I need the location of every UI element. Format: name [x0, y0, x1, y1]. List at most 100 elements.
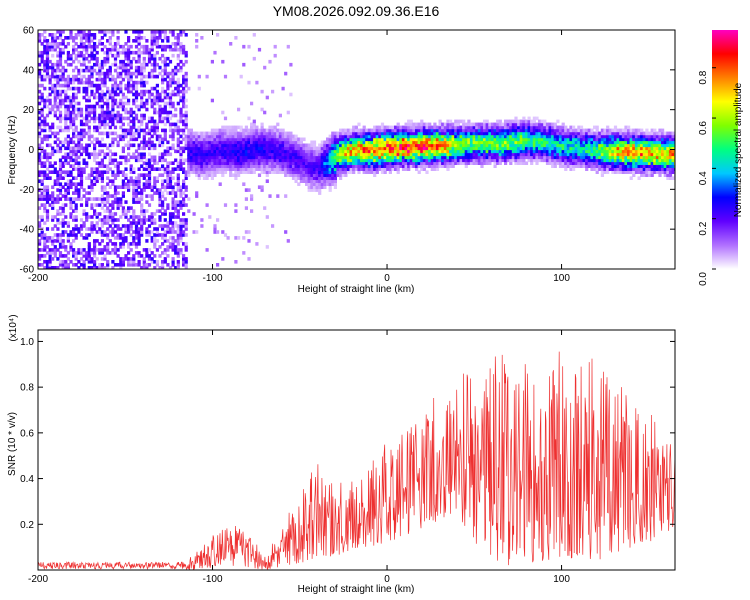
heatmap-cell	[247, 170, 251, 174]
heatmap-cell	[179, 236, 183, 240]
heatmap-cell	[344, 170, 348, 174]
heatmap-cell	[103, 155, 107, 160]
heatmap-cell	[127, 83, 131, 88]
heatmap-cell	[66, 179, 70, 183]
heatmap-cell	[260, 155, 264, 160]
heatmap-cell	[176, 176, 180, 180]
heatmap-cell	[137, 71, 141, 76]
heatmap-cell	[548, 140, 552, 145]
heatmap-cell	[394, 134, 398, 139]
heatmap-cell	[307, 185, 311, 189]
heatmap-cell	[302, 167, 306, 171]
heatmap-cell	[158, 215, 162, 219]
heatmap-cell	[312, 158, 317, 163]
heatmap-cell	[119, 263, 123, 267]
heatmap-cell	[179, 200, 183, 204]
heatmap-cell	[100, 59, 104, 64]
heatmap-cell	[490, 152, 495, 157]
heatmap-cell	[490, 140, 495, 145]
heatmap-cell	[182, 179, 186, 183]
heatmap-cell	[98, 218, 102, 222]
heatmap-cell	[113, 218, 118, 222]
heatmap-cell	[299, 173, 303, 177]
heatmap-cell	[284, 170, 288, 174]
heatmap-cell	[111, 62, 115, 67]
heatmap-cell	[299, 158, 303, 163]
heatmap-cell	[121, 245, 125, 249]
heatmap-cell	[43, 101, 47, 106]
heatmap-cell	[72, 233, 76, 237]
heatmap-cell	[163, 89, 167, 94]
heatmap-cell	[488, 152, 492, 157]
heatmap-cell	[451, 128, 455, 133]
heatmap-cell	[40, 254, 44, 258]
heatmap-cell	[564, 155, 568, 160]
heatmap-cell	[100, 107, 104, 112]
heatmap-cell	[106, 215, 110, 219]
heatmap-cell	[430, 131, 434, 136]
heatmap-cell	[142, 263, 146, 267]
heatmap-cell	[79, 152, 84, 157]
heatmap-cell	[333, 161, 337, 165]
heatmap-cell	[100, 137, 104, 142]
heatmap-cell	[124, 47, 128, 52]
heatmap-cell	[168, 71, 173, 76]
heatmap-cell	[464, 152, 468, 157]
heatmap-cell	[202, 161, 207, 165]
heatmap-cell	[467, 140, 471, 145]
heatmap-cell	[587, 131, 591, 136]
heatmap-cell	[284, 164, 288, 168]
heatmap-cell	[593, 161, 597, 165]
heatmap-cell	[493, 131, 497, 136]
heatmap-cell	[459, 128, 463, 133]
heatmap-cell	[127, 257, 131, 261]
heatmap-cell	[247, 137, 251, 142]
heatmap-cell	[221, 137, 225, 142]
heatmap-cell	[147, 254, 152, 258]
heatmap-cell	[43, 155, 47, 160]
heatmap-cell	[333, 167, 337, 171]
heatmap-cell	[69, 53, 73, 58]
heatmap-cell	[299, 167, 303, 171]
heatmap-cell	[51, 131, 55, 136]
heatmap-cell	[328, 140, 332, 145]
heatmap-cell	[231, 128, 235, 133]
heatmap-cell	[375, 155, 379, 160]
heatmap-cell	[569, 161, 573, 165]
heatmap-cell	[171, 227, 175, 231]
heatmap-cell	[179, 113, 183, 118]
heatmap-cell	[100, 239, 104, 243]
heatmap-cell	[273, 146, 277, 151]
heatmap-cell	[137, 119, 141, 124]
heatmap-cell	[163, 224, 167, 228]
heatmap-cell	[566, 155, 570, 160]
heatmap-cell	[297, 137, 301, 142]
heatmap-cell	[490, 131, 495, 136]
heatmap-cell	[171, 230, 175, 234]
heatmap-cell	[179, 110, 183, 115]
heatmap-cell	[260, 137, 264, 142]
heatmap-cell	[349, 137, 353, 142]
heatmap-cell	[252, 134, 256, 139]
heatmap-cell	[226, 137, 230, 142]
heatmap-cell	[66, 251, 70, 255]
heatmap-cell	[64, 95, 68, 100]
heatmap-cell	[58, 263, 63, 267]
heatmap-cell	[158, 233, 162, 237]
heatmap-cell	[483, 152, 487, 157]
heatmap-cell	[428, 140, 432, 145]
heatmap-cell	[53, 104, 57, 109]
heatmap-cell	[132, 30, 136, 34]
heatmap-cell	[229, 140, 233, 145]
heatmap-cell	[124, 116, 128, 121]
heatmap-cell	[82, 62, 86, 67]
heatmap-cell	[98, 83, 102, 88]
heatmap-cell	[496, 134, 500, 139]
heatmap-cell	[456, 119, 460, 124]
heatmap-cell	[61, 77, 65, 82]
heatmap-cell	[247, 80, 251, 85]
heatmap-cell	[53, 113, 57, 118]
heatmap-cell	[263, 158, 267, 163]
heatmap-cell	[483, 131, 487, 136]
heatmap-cell	[205, 143, 209, 148]
